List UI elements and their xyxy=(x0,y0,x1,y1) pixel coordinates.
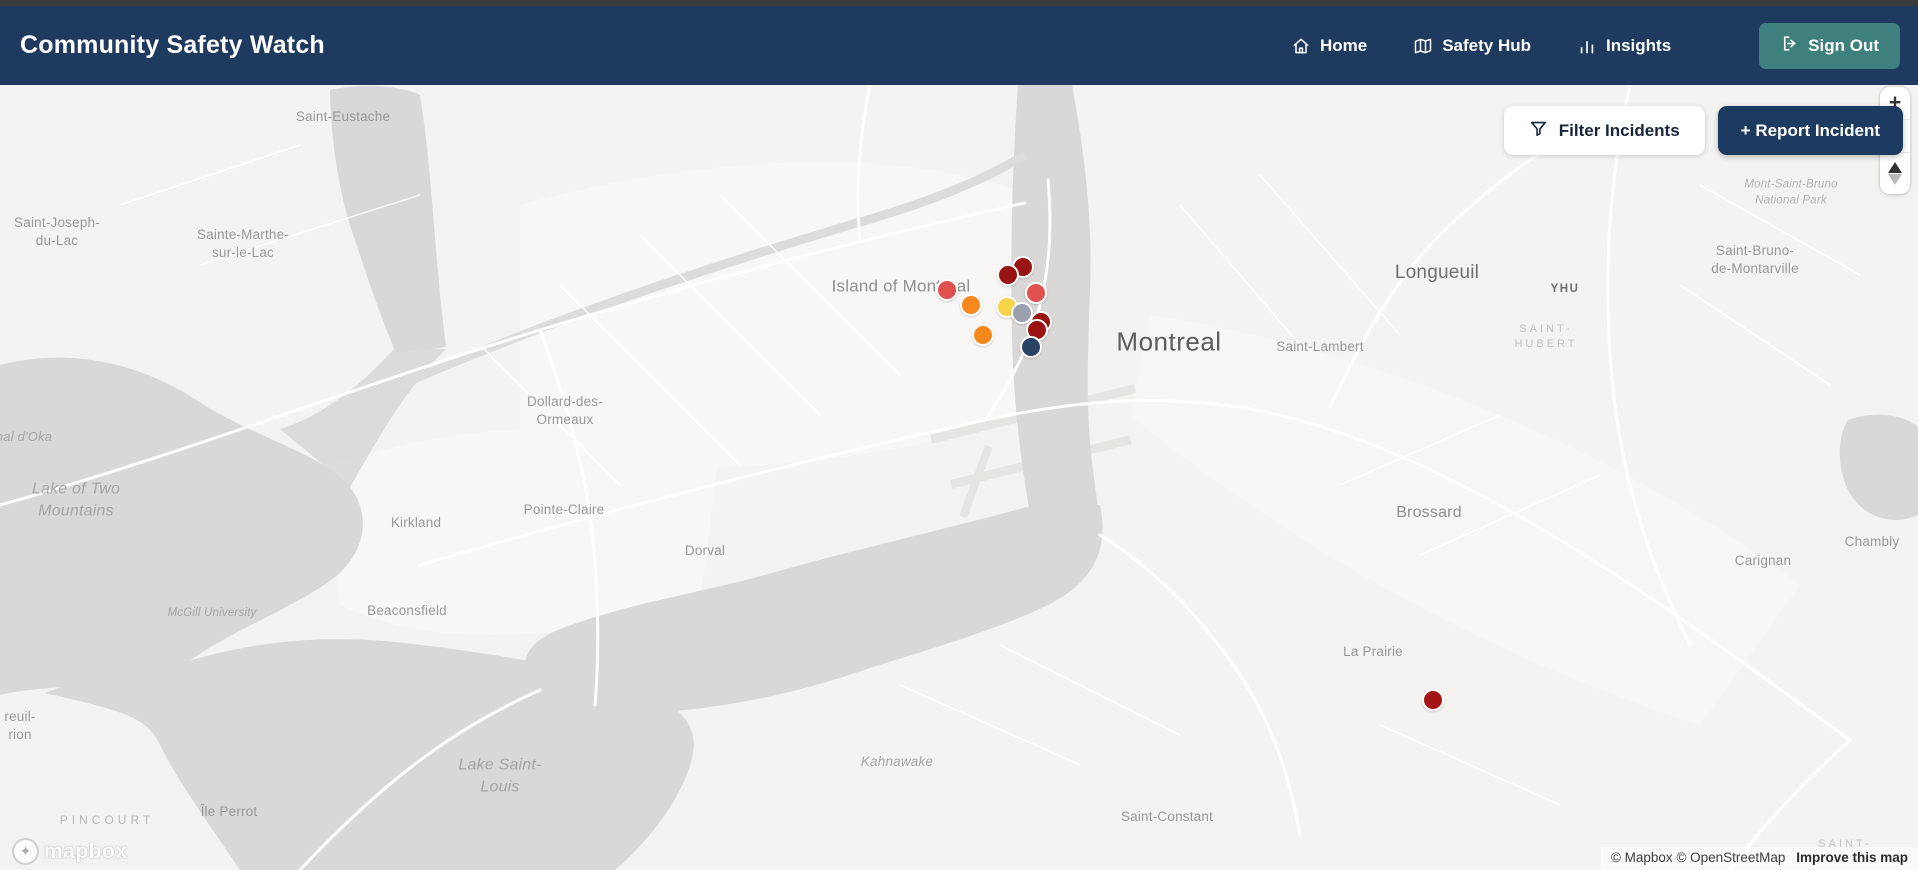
incident-marker[interactable] xyxy=(997,264,1019,286)
nav-safety-hub[interactable]: Safety Hub xyxy=(1413,36,1531,56)
incident-marker[interactable] xyxy=(972,324,994,346)
report-incident-button[interactable]: + Report Incident xyxy=(1717,106,1903,155)
incident-marker[interactable] xyxy=(1020,336,1042,358)
map-attribution: © Mapbox © OpenStreetMap Improve this ma… xyxy=(1600,847,1918,870)
map-base-layer xyxy=(0,85,1918,870)
incident-marker[interactable] xyxy=(1025,282,1047,304)
improve-map-link[interactable]: Improve this map xyxy=(1796,850,1908,865)
nav-home-label: Home xyxy=(1319,35,1368,55)
sign-out-label: Sign Out xyxy=(1808,35,1879,55)
incident-marker[interactable] xyxy=(960,294,982,316)
filter-incidents-button[interactable]: Filter Incidents xyxy=(1503,106,1705,155)
home-icon xyxy=(1291,36,1311,56)
map-canvas[interactable]: Saint-Eustache Saint-Joseph- du-Lac Sainte… xyxy=(0,85,1918,870)
compass-button[interactable] xyxy=(1880,152,1910,194)
compass-needle-south-icon xyxy=(1888,174,1902,185)
app-title: Community Safety Watch xyxy=(20,31,325,59)
nav-safety-hub-label: Safety Hub xyxy=(1442,35,1531,55)
logout-icon xyxy=(1780,34,1799,58)
mapbox-logo-text: mapbox xyxy=(44,839,128,863)
window-top-strip xyxy=(0,0,1918,6)
nav-insights-label: Insights xyxy=(1606,35,1672,55)
nav-insights[interactable]: Insights xyxy=(1577,36,1671,56)
attribution-mapbox-link[interactable]: © Mapbox xyxy=(1610,850,1673,865)
sign-out-button[interactable]: Sign Out xyxy=(1759,22,1900,69)
app-header: Community Safety Watch Home Safety Hub I… xyxy=(0,6,1918,85)
filter-incidents-label: Filter Incidents xyxy=(1558,120,1680,140)
incident-marker[interactable] xyxy=(1011,302,1033,324)
bar-chart-icon xyxy=(1577,36,1597,56)
compass-needle-north-icon xyxy=(1888,162,1902,173)
mapbox-logo-icon: ✦ xyxy=(12,838,39,865)
map-icon xyxy=(1413,36,1433,56)
map-action-buttons: Filter Incidents + Report Incident xyxy=(1503,106,1903,155)
mapbox-logo[interactable]: ✦ mapbox xyxy=(12,838,128,865)
nav-home[interactable]: Home xyxy=(1291,36,1367,56)
main-nav: Home Safety Hub Insights Sign Out xyxy=(1291,22,1900,69)
attribution-osm-link[interactable]: © OpenStreetMap xyxy=(1676,850,1786,865)
incident-marker[interactable] xyxy=(936,279,958,301)
funnel-icon xyxy=(1529,119,1548,143)
incident-marker[interactable] xyxy=(1422,689,1444,711)
